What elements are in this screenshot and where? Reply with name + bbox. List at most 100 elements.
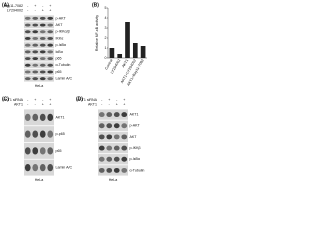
panel-label: (A) — [2, 2, 9, 8]
blot-band — [113, 156, 120, 162]
blot-band — [39, 130, 46, 138]
blot-band — [24, 147, 31, 155]
bar — [125, 22, 130, 58]
blot-band — [106, 167, 113, 173]
row-label: p-IKKβ — [130, 146, 141, 150]
blot-band — [47, 23, 54, 27]
blot-strip — [24, 15, 54, 22]
blot-strip — [24, 22, 54, 28]
treatment-sign: + — [42, 8, 44, 12]
row-label: p65 — [56, 70, 62, 74]
blot-strip — [24, 62, 54, 69]
blot-strip — [98, 131, 128, 143]
bar — [109, 48, 115, 58]
blot-band — [24, 36, 31, 40]
blot-band — [24, 70, 31, 74]
blot-strip — [24, 42, 54, 49]
blot-band — [106, 123, 113, 129]
treatment-sign: - — [35, 8, 37, 12]
blot-band — [106, 134, 113, 140]
treatment-sign: + — [49, 102, 51, 106]
treatment-sign: + — [123, 102, 125, 106]
blot-band — [39, 113, 46, 122]
blot-band — [47, 57, 54, 61]
treatment-sign: - — [35, 102, 37, 106]
row-label: Lamin A/C — [56, 166, 73, 170]
treatment-sign: - — [42, 4, 44, 8]
treatment-sign: + — [116, 102, 118, 106]
blot-band — [32, 43, 39, 47]
cell-line: HeLa — [109, 178, 118, 182]
row-label: α-Tubulin — [56, 63, 71, 67]
treatment-sign: - — [27, 8, 29, 12]
treatment-sign: + — [108, 98, 110, 102]
blot-strip — [24, 126, 54, 143]
blot-band — [47, 63, 54, 67]
treatment-sign: - — [27, 102, 29, 106]
blot-band — [47, 50, 54, 54]
row-label: IKKα — [56, 36, 64, 40]
blot-band — [47, 30, 54, 34]
treatment-name: AKT1 — [14, 102, 23, 106]
blot-band — [24, 130, 31, 138]
row-label: p65 — [56, 149, 62, 153]
blot-band — [98, 145, 105, 151]
blot-band — [113, 167, 120, 173]
blot-band — [32, 77, 39, 81]
blot-band — [32, 23, 39, 27]
blot-band — [32, 147, 39, 155]
blot-band — [32, 113, 39, 122]
blot-band — [47, 163, 54, 172]
row-label: AKT1 — [130, 113, 139, 117]
row-label: p-IκBα — [56, 43, 66, 47]
blot-strip — [24, 75, 54, 82]
row-label: p-IκBα — [130, 157, 140, 161]
panel-label: (D) — [76, 96, 83, 102]
blot-band — [39, 36, 46, 40]
blot-band — [98, 123, 105, 129]
blot-strip — [24, 55, 54, 62]
y-tick-label: 3 — [105, 26, 107, 30]
blot-band — [24, 23, 31, 27]
blot-strip — [98, 120, 128, 131]
blot-band — [121, 134, 128, 140]
y-tick-label: 2 — [105, 36, 107, 40]
blot-band — [113, 145, 120, 151]
blot-band — [47, 147, 54, 155]
blot-band — [113, 134, 120, 140]
blot-band — [98, 112, 105, 118]
blot-strip — [24, 48, 54, 55]
blot-band — [47, 43, 54, 47]
blot-band — [39, 43, 46, 47]
blot-band — [32, 50, 39, 54]
blot-strip — [98, 109, 128, 120]
treatment-sign: + — [34, 98, 36, 102]
blot-band — [39, 57, 46, 61]
treatment-name: AKT1 — [88, 102, 97, 106]
blot-band — [121, 167, 128, 173]
blot-band — [24, 43, 31, 47]
treatment-name: AKT1 siRNA — [3, 98, 24, 102]
blot-strip — [98, 142, 128, 154]
blot-band — [39, 147, 46, 155]
bar — [132, 43, 138, 58]
bar — [117, 54, 123, 58]
blot-band — [113, 112, 120, 118]
row-label: AKT1 — [56, 115, 65, 119]
blot-strip — [24, 35, 54, 42]
x-tick-label: Control — [104, 58, 113, 70]
cell-line: HeLa — [35, 178, 44, 182]
blot-band — [24, 63, 31, 67]
blot-strip — [24, 28, 54, 35]
blot-band — [39, 23, 46, 27]
blot-band — [39, 77, 46, 81]
blot-band — [24, 30, 31, 34]
blot-band — [32, 57, 39, 61]
blot-band — [24, 16, 31, 20]
treatment-sign: + — [49, 8, 51, 12]
row-label: IκBα — [56, 50, 63, 54]
blot-band — [113, 123, 120, 129]
blot-band — [32, 163, 39, 172]
blot-strip — [98, 154, 128, 165]
blot-band — [98, 134, 105, 140]
